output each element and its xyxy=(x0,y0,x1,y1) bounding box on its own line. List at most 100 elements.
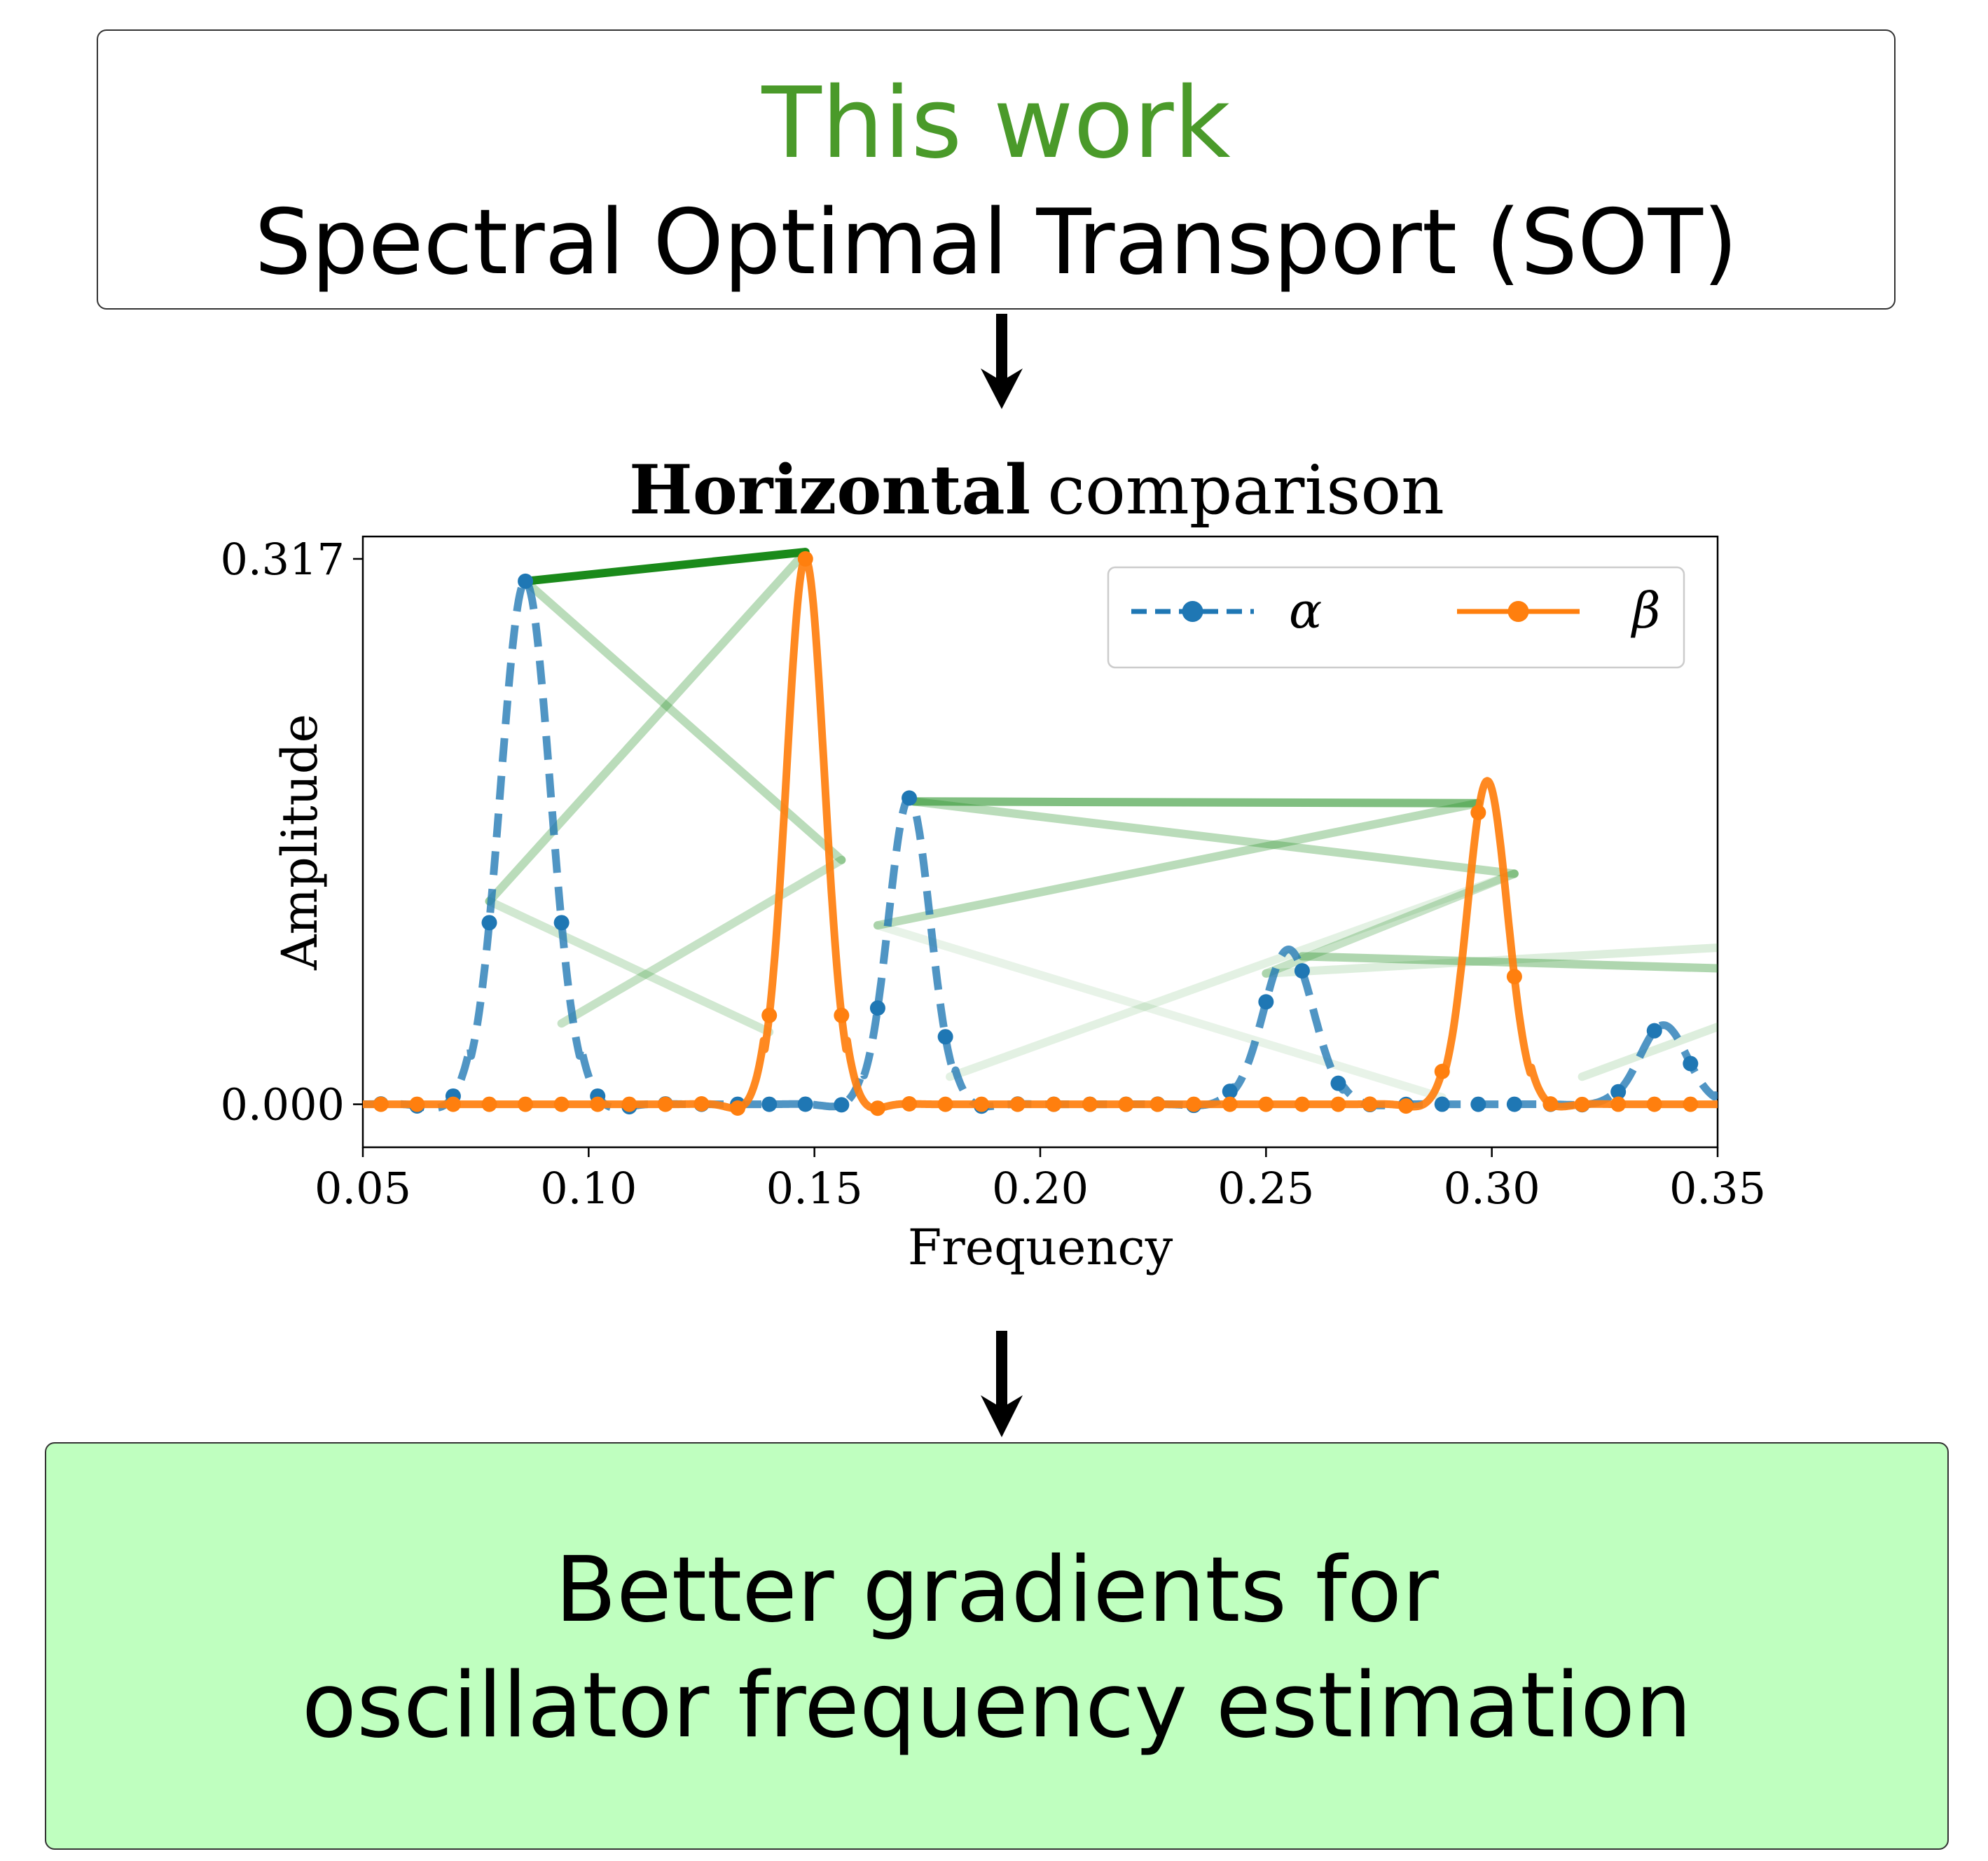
series-point-alpha xyxy=(518,573,534,589)
chart-title-bold: Horizontal xyxy=(629,450,1030,530)
transport-line xyxy=(521,576,846,864)
plot-area xyxy=(363,548,1718,1116)
y-axis-label: Amplitude xyxy=(271,714,329,971)
series-point-beta xyxy=(1434,1063,1450,1079)
chart-title: Horizontal comparison xyxy=(629,450,1444,530)
transport-line xyxy=(485,897,774,1037)
series-point-beta xyxy=(657,1096,673,1112)
series-point-alpha xyxy=(902,790,918,806)
x-tick-label: 0.20 xyxy=(992,1163,1089,1214)
series-point-beta xyxy=(1610,1096,1627,1112)
transport-line xyxy=(909,797,1519,878)
horizontal-comparison-chart: Horizontal comparison 0.05 0.10 0.15 0.20 0.2… xyxy=(221,450,1767,1276)
transport-line xyxy=(873,921,1447,1102)
series-point-alpha xyxy=(481,915,497,931)
series-point-beta xyxy=(1646,1096,1662,1112)
series-point-beta xyxy=(869,1100,885,1116)
series-point-beta xyxy=(445,1096,461,1112)
x-tick-label: 0.25 xyxy=(1217,1163,1314,1214)
y-tick-label: 0.317 xyxy=(221,534,345,585)
transport-line xyxy=(557,855,846,1028)
series-point-beta xyxy=(1046,1096,1062,1112)
result-line-1: Better gradients for xyxy=(555,1538,1439,1642)
series-point-beta xyxy=(1683,1096,1699,1112)
series-point-alpha xyxy=(834,1097,850,1113)
transport-line xyxy=(1262,943,1718,978)
series-point-beta xyxy=(373,1096,389,1112)
series-point-beta xyxy=(1082,1096,1098,1112)
series-point-alpha xyxy=(937,1029,953,1045)
series-point-beta xyxy=(1150,1096,1166,1112)
x-tick-label: 0.30 xyxy=(1444,1163,1540,1214)
series-point-beta xyxy=(797,551,813,567)
series-point-alpha xyxy=(761,1096,778,1112)
transport-line xyxy=(521,548,810,586)
series-point-beta xyxy=(1398,1098,1414,1114)
series-point-alpha xyxy=(1646,1023,1662,1039)
down-arrow-icon-2 xyxy=(981,1331,1023,1437)
transport-line xyxy=(1578,1023,1718,1081)
result-box: Better gradients for oscillator frequenc… xyxy=(45,1442,1949,1850)
series-point-beta xyxy=(1258,1096,1274,1112)
series-point-beta xyxy=(1362,1096,1378,1112)
series-point-beta xyxy=(1506,969,1522,985)
chart-title-rest: comparison xyxy=(1047,451,1444,530)
legend-marker xyxy=(1507,601,1529,622)
series-point-beta xyxy=(1009,1096,1026,1112)
series-point-beta xyxy=(621,1096,637,1112)
series-point-alpha xyxy=(869,1000,885,1016)
series-point-alpha xyxy=(797,1096,813,1112)
x-tick-label: 0.10 xyxy=(540,1163,637,1214)
series-point-beta xyxy=(590,1096,606,1112)
series-point-beta xyxy=(974,1096,990,1112)
series-point-beta xyxy=(409,1096,425,1112)
series-point-beta xyxy=(1330,1096,1346,1112)
legend-frame xyxy=(1107,566,1685,669)
series-point-beta xyxy=(730,1100,746,1116)
series-point-alpha xyxy=(1470,1096,1486,1112)
series-point-alpha xyxy=(1434,1096,1450,1112)
x-tick-label: 0.35 xyxy=(1669,1163,1766,1214)
header-box: This work Spectral Optimal Transport (SO… xyxy=(97,29,1896,310)
transport-line xyxy=(909,797,1483,808)
down-arrow-icon xyxy=(981,314,1023,409)
series-line-beta xyxy=(363,555,1718,1112)
series-point-alpha xyxy=(1294,963,1310,979)
x-axis-label: Frequency xyxy=(908,1219,1173,1276)
legend-marker xyxy=(1182,601,1203,622)
series-point-alpha xyxy=(1683,1056,1699,1072)
x-tick-label: 0.15 xyxy=(766,1163,863,1214)
series-point-beta xyxy=(937,1096,953,1112)
series-point-beta xyxy=(1470,805,1486,821)
y-tick-label: 0.000 xyxy=(221,1079,345,1130)
header-title: Spectral Optimal Transport (SOT) xyxy=(254,191,1738,295)
series-point-beta xyxy=(1294,1096,1310,1112)
series-point-beta xyxy=(481,1096,497,1112)
transport-line xyxy=(946,869,1519,1081)
transport-line xyxy=(485,548,810,906)
series-point-alpha xyxy=(553,915,570,931)
series-point-beta xyxy=(1542,1096,1559,1112)
series-point-beta xyxy=(693,1096,710,1112)
series-point-beta xyxy=(518,1096,534,1112)
series-point-beta xyxy=(902,1096,918,1112)
legend-label: α xyxy=(1289,582,1322,639)
series-point-alpha xyxy=(1610,1084,1627,1100)
series-point-beta xyxy=(761,1007,778,1023)
series-point-beta xyxy=(1222,1096,1238,1112)
series-point-alpha xyxy=(1222,1084,1238,1100)
series-point-alpha xyxy=(1258,994,1274,1010)
transport-line xyxy=(873,798,1483,930)
series-point-beta xyxy=(834,1007,850,1023)
series-line-alpha xyxy=(363,577,1718,1112)
series-point-beta xyxy=(1118,1096,1134,1112)
legend-label: β xyxy=(1630,582,1660,639)
series-point-beta xyxy=(1574,1096,1590,1112)
result-line-2: oscillator frequency estimation xyxy=(301,1654,1692,1758)
series-point-beta xyxy=(1186,1096,1202,1112)
series-point-beta xyxy=(553,1096,570,1112)
series-point-alpha xyxy=(1506,1096,1522,1112)
x-tick-label: 0.05 xyxy=(315,1163,411,1214)
series-point-alpha xyxy=(1330,1075,1346,1091)
